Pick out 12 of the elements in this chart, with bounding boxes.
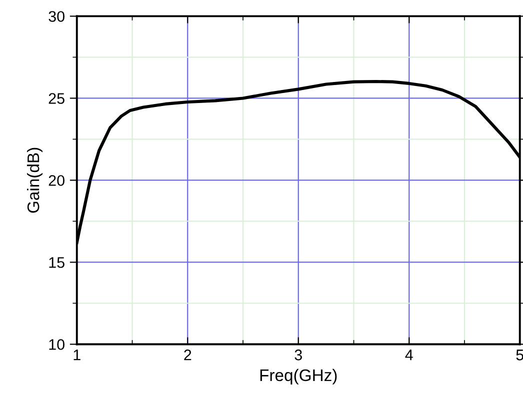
x-tick-label: 1 [74, 350, 80, 360]
x-tick-label: 3 [294, 350, 302, 360]
y-tick-label: 20 [48, 175, 64, 186]
y-tick-label: 25 [48, 93, 64, 104]
x-tick-label: 5 [516, 350, 523, 360]
y-tick-label: 30 [48, 11, 64, 22]
x-tick-label: 4 [405, 350, 413, 360]
x-axis-title: Freq(GHz) [260, 368, 337, 384]
y-axis-title: Gain(dB) [26, 148, 43, 213]
x-tick-label: 2 [184, 350, 192, 360]
y-tick-label: 15 [49, 257, 64, 268]
y-tick-label: 10 [49, 339, 64, 350]
